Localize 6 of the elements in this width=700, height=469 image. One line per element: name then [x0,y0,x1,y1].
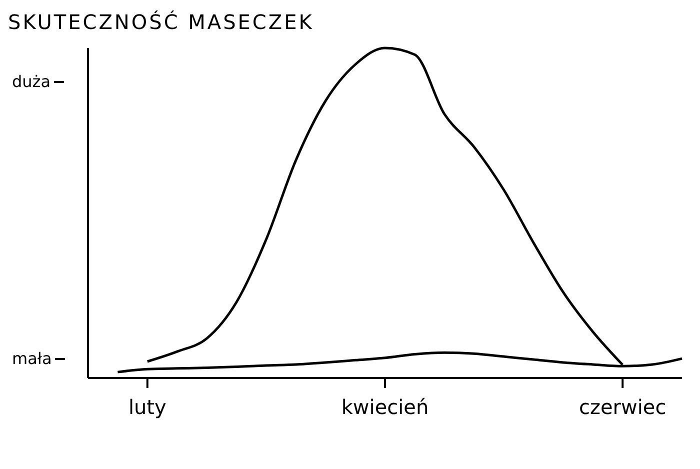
text: mała [12,349,52,368]
x-tick-label: kwiecień [341,395,429,420]
chart-title: SKUTECZNOŚĆ MASECZEK [8,10,314,34]
x-tick-label: czerwiec [578,395,666,420]
x-tick-label: luty [128,395,167,420]
text: duża [12,72,50,91]
